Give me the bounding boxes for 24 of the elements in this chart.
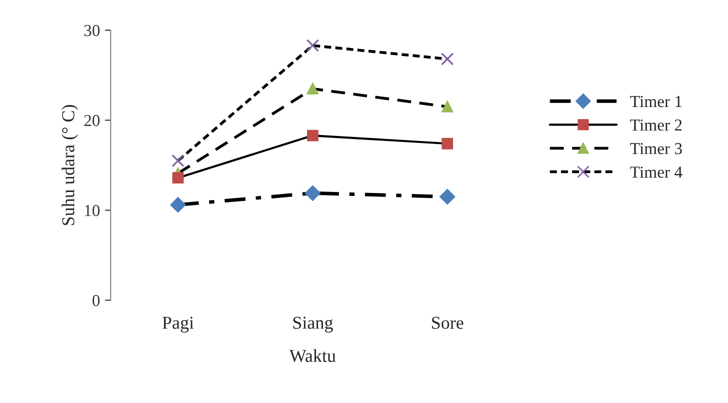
point: [172, 172, 184, 184]
point: [304, 185, 320, 201]
point: [172, 154, 184, 168]
y-axis-title: Suhu udara (° C): [62, 104, 78, 226]
y-tick-label: 30: [84, 24, 100, 36]
legend-label: Timer 3: [630, 143, 682, 154]
point: [442, 138, 454, 150]
legend-label: Timer 4: [630, 166, 682, 178]
y-tick-label: 20: [84, 114, 100, 126]
point: [306, 83, 318, 94]
x-axis-title: Waktu: [289, 349, 336, 362]
x-tick-label: Pagi: [162, 316, 194, 333]
legend-label: Timer 1: [630, 96, 682, 108]
point: [170, 197, 186, 213]
legend-label: Timer 2: [630, 119, 682, 131]
point: [306, 39, 320, 52]
y-tick-label: 0: [92, 294, 100, 306]
x-tick-label: Siang: [293, 316, 333, 333]
point: [306, 130, 318, 142]
point: [440, 52, 454, 66]
x-tick-label: Sore: [432, 316, 464, 329]
point: [442, 101, 454, 112]
point: [440, 189, 456, 204]
y-tick-label: 10: [85, 204, 100, 216]
